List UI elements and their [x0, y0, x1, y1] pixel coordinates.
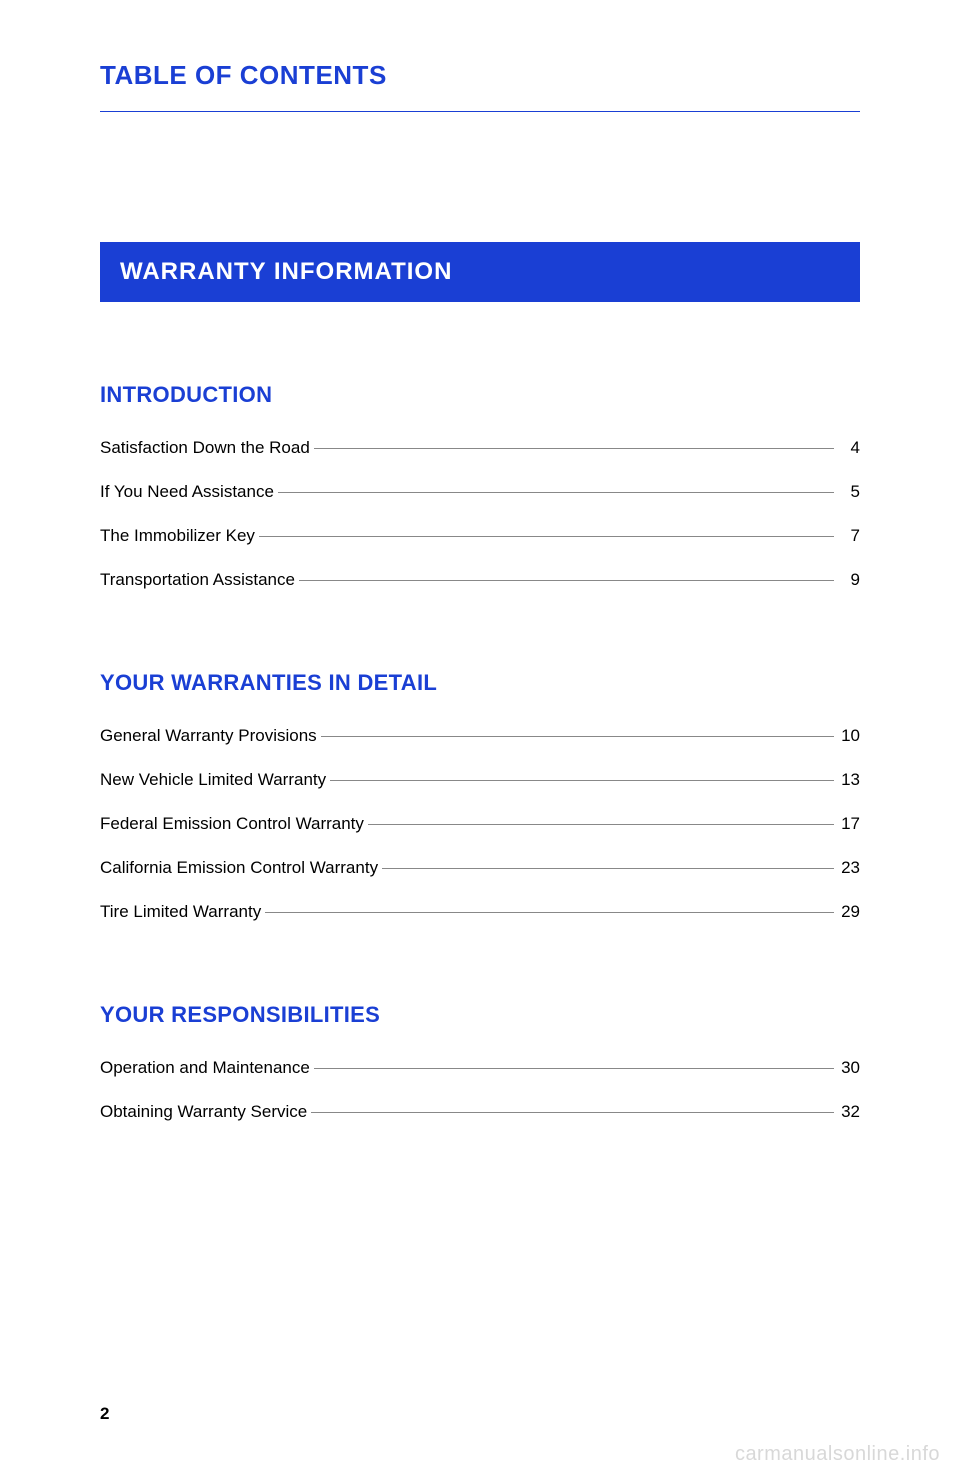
toc-page: 7 [840, 526, 860, 546]
toc-label: If You Need Assistance [100, 482, 274, 502]
subsection-title: INTRODUCTION [100, 382, 860, 408]
toc-leader [314, 448, 834, 449]
toc-label: Operation and Maintenance [100, 1058, 310, 1078]
toc-page: 29 [840, 902, 860, 922]
toc-entry: Satisfaction Down the Road 4 [100, 438, 860, 458]
toc-leader [382, 868, 834, 869]
subsection-introduction: INTRODUCTION Satisfaction Down the Road … [100, 382, 860, 590]
toc-page: 23 [840, 858, 860, 878]
page-title: TABLE OF CONTENTS [100, 60, 860, 112]
toc-leader [314, 1068, 834, 1069]
toc-entry: Tire Limited Warranty 29 [100, 902, 860, 922]
toc-page: 17 [840, 814, 860, 834]
toc-label: California Emission Control Warranty [100, 858, 378, 878]
toc-leader [278, 492, 834, 493]
toc-entry: New Vehicle Limited Warranty 13 [100, 770, 860, 790]
watermark: carmanualsonline.info [735, 1443, 940, 1466]
toc-label: The Immobilizer Key [100, 526, 255, 546]
toc-label: Transportation Assistance [100, 570, 295, 590]
toc-entry: General Warranty Provisions 10 [100, 726, 860, 746]
toc-label: General Warranty Provisions [100, 726, 317, 746]
toc-page: 30 [840, 1058, 860, 1078]
toc-leader [265, 912, 834, 913]
toc-entry: Obtaining Warranty Service 32 [100, 1102, 860, 1122]
subsection-title: YOUR RESPONSIBILITIES [100, 1002, 860, 1028]
toc-label: New Vehicle Limited Warranty [100, 770, 326, 790]
subsection-title: YOUR WARRANTIES IN DETAIL [100, 670, 860, 696]
toc-entry: Federal Emission Control Warranty 17 [100, 814, 860, 834]
toc-leader [311, 1112, 834, 1113]
toc-label: Federal Emission Control Warranty [100, 814, 364, 834]
toc-page: 32 [840, 1102, 860, 1122]
toc-leader [368, 824, 834, 825]
toc-leader [321, 736, 834, 737]
toc-entry: Transportation Assistance 9 [100, 570, 860, 590]
toc-page: 5 [840, 482, 860, 502]
page-number: 2 [100, 1404, 109, 1424]
toc-page: 4 [840, 438, 860, 458]
section-banner: WARRANTY INFORMATION [100, 242, 860, 302]
toc-page: 9 [840, 570, 860, 590]
toc-leader [330, 780, 834, 781]
subsection-warranties-detail: YOUR WARRANTIES IN DETAIL General Warran… [100, 670, 860, 922]
toc-entry: If You Need Assistance 5 [100, 482, 860, 502]
toc-page: 10 [840, 726, 860, 746]
toc-entry: California Emission Control Warranty 23 [100, 858, 860, 878]
toc-leader [299, 580, 834, 581]
toc-label: Obtaining Warranty Service [100, 1102, 307, 1122]
toc-label: Satisfaction Down the Road [100, 438, 310, 458]
toc-label: Tire Limited Warranty [100, 902, 261, 922]
toc-leader [259, 536, 834, 537]
toc-page: 13 [840, 770, 860, 790]
toc-entry: Operation and Maintenance 30 [100, 1058, 860, 1078]
subsection-responsibilities: YOUR RESPONSIBILITIES Operation and Main… [100, 1002, 860, 1122]
toc-entry: The Immobilizer Key 7 [100, 526, 860, 546]
